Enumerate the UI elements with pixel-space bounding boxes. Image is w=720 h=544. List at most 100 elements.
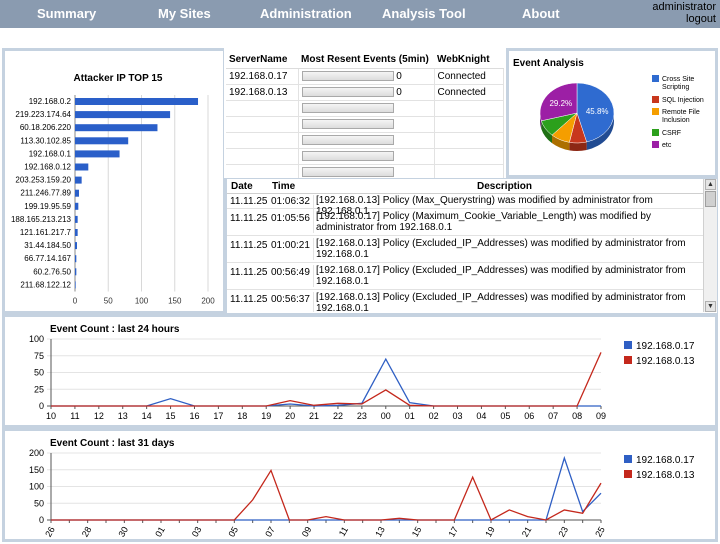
event-bar — [301, 151, 394, 162]
bar[interactable] — [75, 124, 158, 132]
x-tick-label: 25 — [593, 525, 607, 539]
daily-chart: Event Count : last 31 days05010015020026… — [29, 438, 695, 539]
series-line[interactable] — [51, 468, 602, 521]
event-analysis-chart: Event Analysis 45.8% 29.2% Cross Site Script… — [513, 58, 704, 151]
server-name: 192.168.0.17 — [226, 68, 299, 85]
bar[interactable] — [75, 242, 77, 250]
x-tick-label: 18 — [237, 411, 247, 421]
bar[interactable] — [75, 150, 120, 158]
list-item[interactable]: 11.11.25 00:56:49 [192.168.0.17] Policy … — [227, 263, 703, 290]
bar[interactable] — [75, 281, 76, 289]
x-tick-label: 11 — [70, 411, 79, 421]
table-row[interactable]: 192.168.0.13 0 Connected — [226, 84, 504, 101]
attacker-panel: Attacker IP TOP 15 0 50 100 150 200 192.168.0.… — [2, 48, 226, 314]
x-tick-label: 21 — [309, 411, 319, 421]
events-scrollbar[interactable]: ▲ ▼ — [703, 179, 717, 312]
bar[interactable] — [75, 163, 89, 171]
table-row[interactable]: 192.168.0.17 0 Connected — [226, 68, 504, 85]
x-tick-label: 26 — [43, 525, 57, 539]
event-count: 0 — [396, 71, 402, 82]
legend-swatch — [652, 108, 659, 115]
x-tick-label: 13 — [118, 411, 128, 421]
logout-link[interactable]: logout — [686, 13, 716, 25]
legend-swatch — [624, 356, 632, 364]
y-tick-label: 121.161.217.7 — [20, 228, 72, 237]
bar[interactable] — [75, 202, 79, 210]
legend-label: CSRF — [662, 130, 681, 137]
x-tick-label: 50 — [104, 297, 113, 306]
events-list: 11.11.25 01:06:32 [192.168.0.13] Policy … — [227, 194, 703, 312]
bar[interactable] — [75, 215, 78, 223]
legend-label: 192.168.0.13 — [636, 470, 695, 481]
line-chart-title: Event Count : last 24 hours — [50, 324, 180, 335]
series-line[interactable] — [51, 357, 601, 407]
x-tick-label: 30 — [116, 525, 130, 539]
list-item[interactable]: 11.11.25 01:05:56 [192.168.0.17] Policy … — [227, 209, 703, 236]
event-count: 0 — [396, 87, 402, 98]
bar[interactable] — [75, 98, 199, 105]
series-line[interactable] — [51, 352, 602, 407]
x-tick-label: 23 — [556, 525, 570, 539]
nav-my-sites[interactable]: My Sites — [158, 6, 211, 21]
x-tick-label: 07 — [548, 411, 558, 421]
nav-about[interactable]: About — [522, 6, 560, 21]
bar[interactable] — [75, 268, 77, 276]
x-tick-label: 17 — [446, 525, 460, 539]
series-line[interactable] — [51, 455, 602, 521]
event-date: 11.11.25 — [230, 267, 268, 278]
pie-slice-label: 29.2% — [549, 99, 572, 108]
scroll-thumb[interactable] — [705, 191, 716, 207]
bar[interactable] — [75, 111, 171, 119]
list-item[interactable]: 11.11.25 01:00:21 [192.168.0.13] Policy … — [227, 236, 703, 263]
y-tick-label: 211.246.77.89 — [20, 189, 71, 198]
x-tick-label: 150 — [168, 297, 182, 306]
bar[interactable] — [75, 137, 129, 145]
event-bar — [301, 71, 394, 82]
server-status: Connected — [434, 68, 504, 85]
x-tick-label: 21 — [520, 525, 534, 539]
pie-title: Event Analysis — [513, 58, 584, 69]
bar[interactable] — [75, 189, 79, 197]
empty-row — [226, 132, 504, 149]
x-tick-label: 06 — [524, 411, 534, 421]
x-tick-label: 00 — [381, 411, 391, 421]
x-tick-label: 15 — [166, 411, 176, 421]
event-date: 11.11.25 — [230, 196, 268, 207]
legend-label: 192.168.0.17 — [636, 455, 695, 466]
event-date: 11.11.25 — [230, 213, 268, 224]
event-bar — [301, 119, 394, 130]
pie-slice[interactable] — [576, 82, 615, 143]
x-tick-label: 15 — [410, 525, 424, 539]
legend-label: Cross Site Scripting — [662, 76, 694, 91]
x-tick-label: 04 — [476, 411, 486, 421]
event-description: [192.168.0.17] Policy (Maximum_Cookie_Va… — [313, 211, 702, 233]
y-tick-label: 192.168.0.1 — [29, 149, 72, 158]
list-item[interactable]: 11.11.25 00:56:37 [192.168.0.13] Policy … — [227, 290, 703, 312]
x-tick-label: 09 — [300, 525, 314, 539]
scroll-down-icon[interactable]: ▼ — [705, 301, 716, 312]
nav-analysis-tool[interactable]: Analysis Tool — [382, 6, 466, 21]
event-description: [192.168.0.17] Policy (Excluded_IP_Addre… — [313, 265, 702, 287]
pie-slice[interactable] — [539, 82, 578, 122]
y-tick-label: 50 — [34, 368, 44, 378]
bar[interactable] — [75, 229, 78, 236]
list-item[interactable]: 11.11.25 01:06:32 [192.168.0.13] Policy … — [227, 194, 703, 217]
bar[interactable] — [75, 176, 82, 184]
events-log-panel: Date Time Description 11.11.25 01:06:32 … — [226, 178, 718, 314]
line-chart-title: Event Count : last 31 days — [50, 438, 175, 449]
nav-administration[interactable]: Administration — [260, 6, 352, 21]
legend-label: 192.168.0.17 — [636, 341, 695, 352]
scroll-up-icon[interactable]: ▲ — [705, 179, 716, 190]
col-time: Time — [272, 181, 296, 192]
x-tick-label: 19 — [483, 525, 497, 539]
nav-summary[interactable]: Summary — [37, 6, 97, 21]
pie-slice-side — [552, 135, 570, 151]
event-meter: 0 — [298, 84, 435, 101]
bar[interactable] — [75, 255, 77, 263]
event-meter: 0 — [298, 68, 435, 85]
top-nav: Summary My Sites Administration Analysis… — [0, 0, 720, 28]
empty-row — [226, 164, 504, 181]
pie-slice-side — [569, 141, 587, 151]
y-tick-label: 100 — [29, 334, 44, 344]
user-name[interactable]: administrator — [652, 1, 716, 13]
